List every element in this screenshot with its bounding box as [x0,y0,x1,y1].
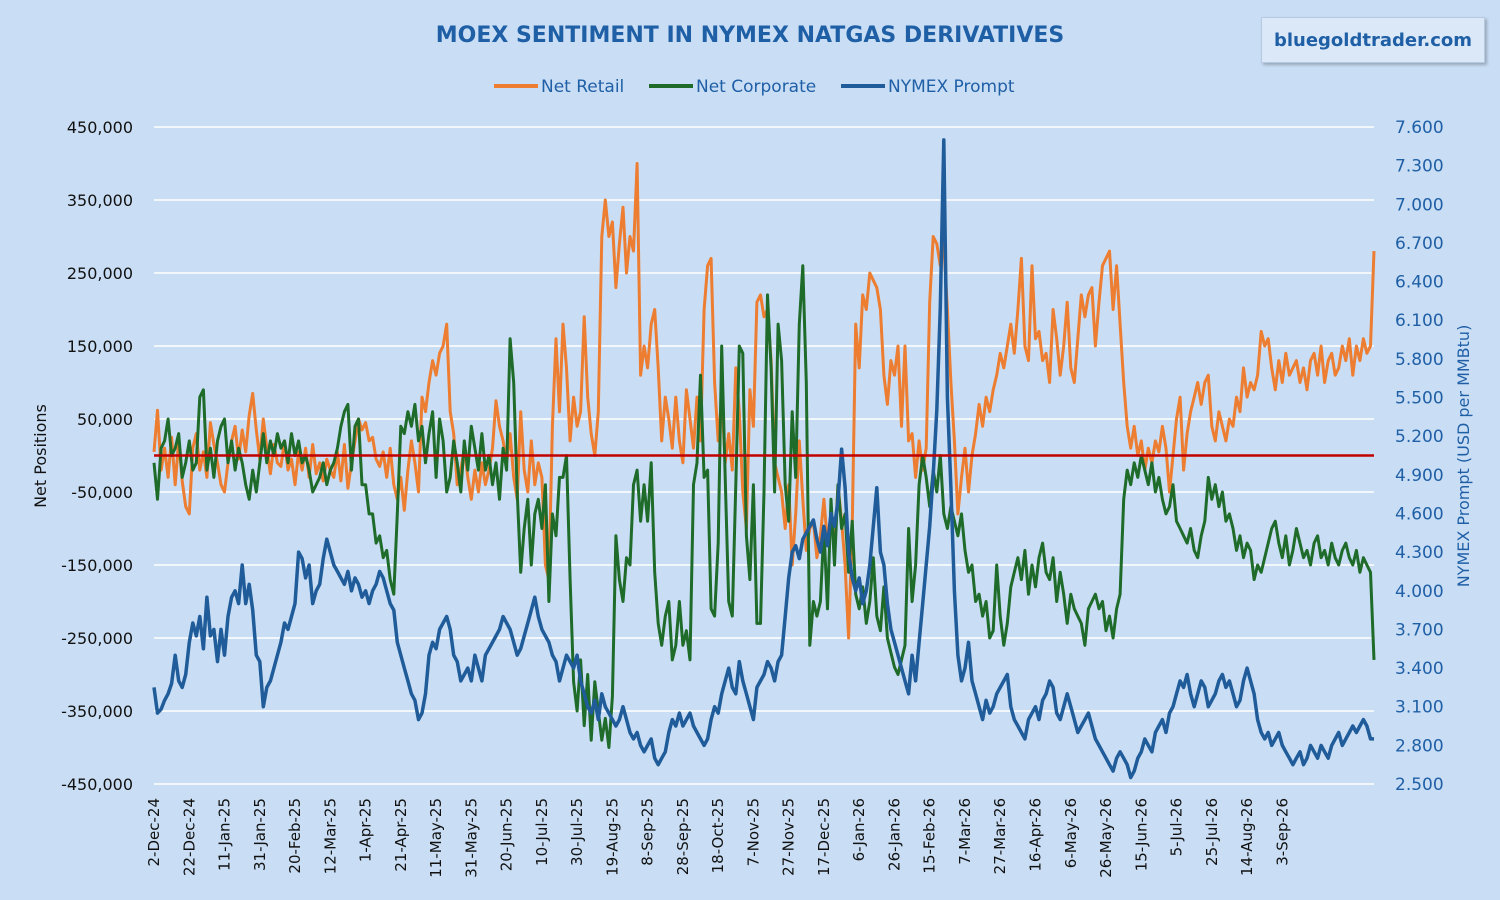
x-tick-label: 15-Feb-26 [921,798,939,874]
x-tick-label: 5-Jul-26 [1168,798,1186,856]
y2-tick-label: 4.300 [1395,543,1444,563]
x-tick-label: 7-Nov-25 [744,798,762,866]
y2-tick-label: 6.100 [1395,311,1444,331]
x-tick-label: 20-Feb-25 [286,798,304,874]
x-tick-label: 3-Sep-26 [1273,798,1291,866]
x-tick-label: 26-May-26 [1097,798,1115,878]
x-tick-label: 22-Dec-24 [180,798,198,876]
x-tick-label: 21-Apr-25 [392,798,410,872]
watermark-badge: bluegoldtrader.com [1261,17,1485,63]
y2-tick-label: 3.700 [1395,620,1444,640]
x-tick-label: 11-May-25 [427,798,445,878]
x-tick-label: 20-Jun-25 [498,798,516,871]
x-tick-label: 27-Nov-25 [780,798,798,876]
x-tick-label: 30-Jul-25 [568,798,586,866]
x-tick-label: 15-Jun-26 [1132,798,1150,871]
y2-tick-label: 5.800 [1395,350,1444,370]
y2-tick-label: 5.200 [1395,427,1444,447]
x-tick-label: 27-Mar-26 [991,798,1009,874]
y2-tick-label: 2.500 [1395,775,1444,795]
series-nymex-prompt [152,138,1374,780]
x-tick-label: 7-Mar-26 [956,798,974,865]
x-tick-label: 18-Oct-25 [709,798,727,873]
y2-tick-label: 7.600 [1395,118,1444,138]
y-tick-label: -150,000 [61,556,133,575]
y-tick-label: 50,000 [77,410,133,429]
x-tick-label: 31-May-25 [462,798,480,878]
x-tick-label: 12-Mar-25 [321,798,339,874]
x-tick-label: 17-Dec-25 [815,798,833,876]
y2-tick-label: 4.000 [1395,582,1444,602]
y-tick-label: 250,000 [67,264,133,283]
series-net-corporate [152,264,1376,749]
y2-axis-label: NYMEX Prompt (USD per MMBtu) [1454,325,1473,588]
y-tick-label: -50,000 [71,483,133,502]
x-tick-label: 28-Sep-25 [674,798,692,875]
series-lines [152,138,1376,780]
y-tick-label: -350,000 [61,702,133,721]
y2-tick-label: 3.100 [1395,698,1444,718]
x-tick-label: 14-Aug-26 [1238,798,1256,876]
y-tick-label: 450,000 [67,118,133,137]
x-tick-label: 31-Jan-25 [251,798,269,871]
x-tick-label: 2-Dec-24 [145,798,163,866]
y-tick-label: -450,000 [61,775,133,794]
y2-tick-label: 4.600 [1395,504,1444,524]
x-tick-label: 10-Jul-25 [533,798,551,866]
chart-title: MOEX SENTIMENT IN NYMEX NATGAS DERIVATIV… [436,23,1065,48]
series-net-retail [152,162,1376,640]
legend: Net Retail Net Corporate NYMEX Prompt [494,77,1015,97]
x-axis-ticks: 2-Dec-24 22-Dec-24 11-Jan-25 31-Jan-25 20-Fe… [145,798,1291,878]
y-tick-label: 150,000 [67,337,133,356]
y2-tick-label: 7.300 [1395,157,1444,177]
x-tick-label: 8-Sep-25 [639,798,657,866]
x-tick-label: 16-Apr-26 [1027,798,1045,872]
y2-axis-ticks: 7.600 7.300 7.000 6.700 6.400 6.100 5.800 5.500… [1395,118,1444,795]
y2-tick-label: 3.400 [1395,659,1444,679]
y2-tick-label: 5.500 [1395,389,1444,409]
y-tick-label: 350,000 [67,191,133,210]
y2-tick-label: 6.400 [1395,273,1444,293]
legend-label-corporate: Net Corporate [696,77,816,97]
y2-tick-label: 4.900 [1395,466,1444,486]
y2-tick-label: 7.000 [1395,195,1444,215]
y-axis-ticks: 450,000 350,000 250,000 150,000 50,000 -50,00… [61,118,133,794]
x-tick-label: 1-Apr-25 [357,798,375,862]
x-tick-label: 6-Jan-26 [850,798,868,861]
x-tick-label: 26-Jan-26 [885,798,903,871]
x-tick-label: 19-Aug-25 [603,798,621,876]
x-tick-label: 6-May-26 [1062,798,1080,868]
x-tick-label: 11-Jan-25 [216,798,234,871]
y-tick-label: -250,000 [61,629,133,648]
legend-label-prompt: NYMEX Prompt [888,77,1015,97]
y-axis-label: Net Positions [31,404,50,508]
x-tick-label: 25-Jul-26 [1203,798,1221,866]
legend-label-retail: Net Retail [541,77,624,97]
y2-tick-label: 2.800 [1395,736,1444,756]
y2-tick-label: 6.700 [1395,234,1444,254]
watermark-text: bluegoldtrader.com [1273,29,1473,51]
